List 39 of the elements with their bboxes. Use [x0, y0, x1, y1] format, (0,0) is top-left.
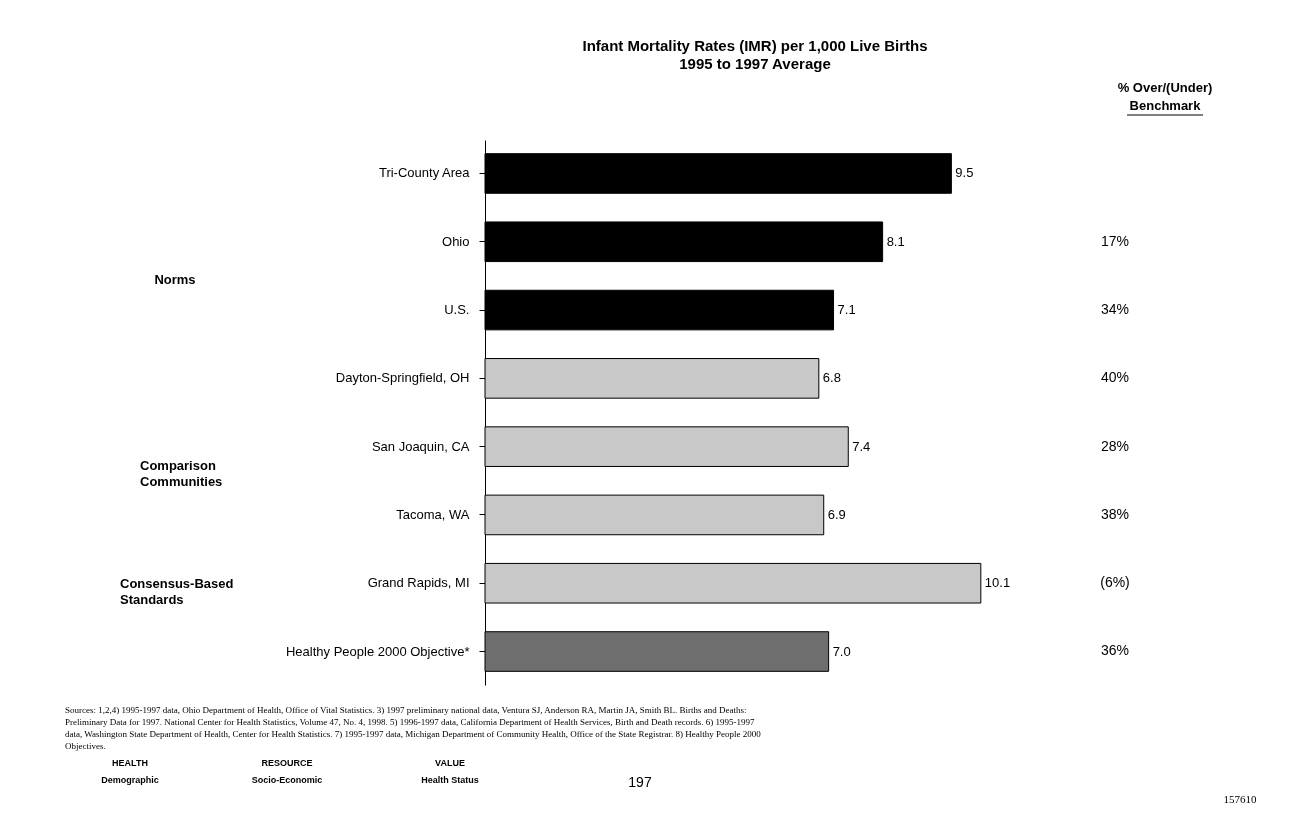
- text: Norms: [154, 272, 196, 287]
- text: Consensus-Based Standards: [120, 576, 234, 607]
- chart-subtitle: 1995 to 1997 Average: [679, 55, 831, 72]
- data-label: 9.5: [955, 165, 974, 181]
- text: VALUE: [435, 758, 465, 768]
- data-label: 7.0: [832, 643, 851, 659]
- text: 197: [628, 774, 652, 790]
- chart-title: Infant Mortality Rates (IMR) per 1,000 Live Births: [582, 37, 928, 54]
- text: Comparison Communities: [140, 458, 223, 489]
- source-note: Sources: 1,2,4) 1995-1997 data, Ohio Department of Health, Office of Vital Statistics. 3) 1997 preliminary national data, Ventura SJ, Anderson RA, Martin JA, Smith BL. Births and Deaths: Preliminary Data for 1997. National Center for Health Statistics, Volume 47, No. 4, 1998. 5) 1996-1997 data, California Department of Health Services, Birth and Death records. 6) 1995-1997 data, Washington State Department of Health, Center for Health Statistics. 7) 1995-1997 data, Michigan Department of Community Health, Office of the State Registrar. 8) Healthy People 2000 Objectives.: [65, 705, 762, 751]
- text: Demographic: [101, 775, 159, 785]
- y-tick-label: U.S.: [444, 302, 470, 318]
- text: Benchmark: [1129, 98, 1202, 113]
- text: 38%: [1100, 505, 1130, 522]
- y-tick-label: Healthy People 2000 Objective*: [285, 643, 470, 659]
- data-label: 7.4: [852, 438, 871, 454]
- data-label: 7.1: [837, 302, 856, 318]
- text: Socio-Economic: [251, 775, 323, 785]
- text: (6%): [1100, 573, 1130, 590]
- text: Health Status: [421, 775, 479, 785]
- data-label: 6.9: [827, 506, 846, 522]
- y-tick-label: Grand Rapids, MI: [367, 575, 470, 591]
- text: 40%: [1100, 369, 1130, 386]
- text: % Over/(Under): [1117, 80, 1213, 95]
- data-label: 6.8: [822, 370, 841, 386]
- y-tick-label: Tacoma, WA: [396, 506, 470, 522]
- text: 28%: [1100, 437, 1130, 454]
- data-label: 8.1: [886, 233, 905, 249]
- text: HEALTH: [112, 758, 148, 768]
- y-tick-label: San Joaquin, CA: [371, 438, 470, 454]
- y-tick-label: Ohio: [442, 233, 470, 249]
- text: 36%: [1100, 641, 1130, 658]
- data-label: 10.1: [984, 575, 1011, 591]
- text: RESOURCE: [261, 758, 313, 768]
- text: 157610: [1223, 793, 1257, 805]
- text: 34%: [1100, 301, 1130, 318]
- text: 17%: [1100, 233, 1130, 250]
- y-tick-label: Tri-County Area: [378, 165, 471, 181]
- y-tick-label: Dayton-Springfield, OH: [335, 370, 470, 386]
